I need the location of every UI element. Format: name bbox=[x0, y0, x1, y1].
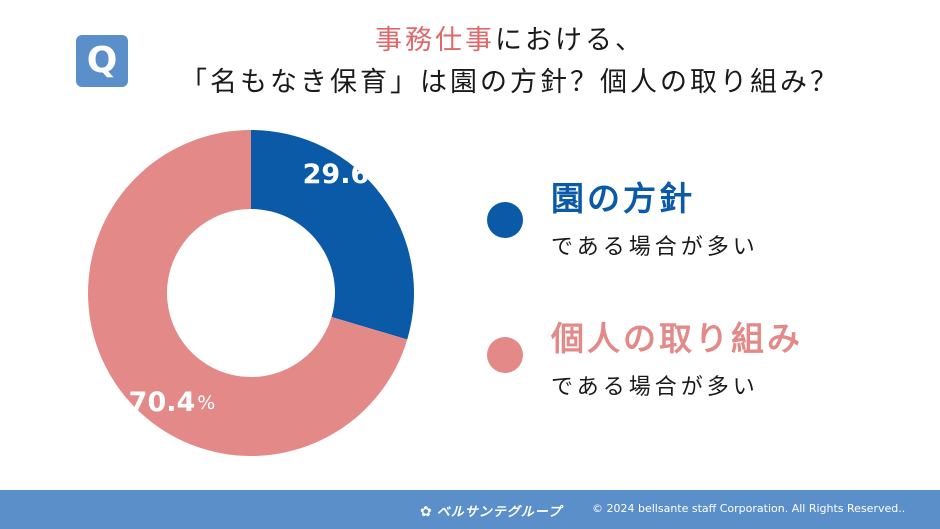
logo-flower-icon: ✿ bbox=[420, 504, 433, 520]
brand-logo: ✿ ベルサンテグループ bbox=[420, 501, 562, 520]
legend-dot-policy bbox=[487, 202, 523, 238]
data-label-value: 29.6 bbox=[303, 159, 370, 190]
badge-letter: Q bbox=[86, 40, 118, 81]
title-accent: 事務仕事 bbox=[375, 25, 495, 56]
data-label-individual: 70.4% bbox=[129, 386, 216, 417]
slice-individual bbox=[87, 130, 408, 456]
question-badge-icon: Q bbox=[76, 35, 128, 87]
legend-dot-individual bbox=[487, 337, 523, 373]
data-label-policy: 29.6% bbox=[303, 159, 390, 190]
data-label-unit: % bbox=[197, 391, 215, 413]
legend-sub-policy: である場合が多い bbox=[551, 235, 759, 260]
data-label-value: 70.4 bbox=[129, 386, 196, 417]
data-label-unit: % bbox=[371, 164, 389, 186]
legend-sub-individual: である場合が多い bbox=[551, 375, 759, 400]
legend-label-policy: 園の方針 bbox=[551, 179, 695, 218]
footer-bar: ✿ ベルサンテグループ © 2024 bellsante staff Corpor… bbox=[0, 490, 940, 529]
logo-text: ベルサンテグループ bbox=[436, 505, 562, 520]
title-line-1: 事務仕事における、 bbox=[150, 20, 870, 62]
title-line-2: 「名もなき保育」は園の方針？個人の取り組み？ bbox=[180, 67, 840, 98]
legend-label-individual: 個人の取り組み bbox=[551, 319, 803, 358]
copyright-text: © 2024 bellsante staff Corporation. All … bbox=[592, 502, 906, 515]
page-title: 事務仕事における、 「名もなき保育」は園の方針？個人の取り組み？ bbox=[150, 20, 870, 104]
title-line-1-rest: における、 bbox=[495, 25, 645, 56]
slice-policy bbox=[251, 130, 414, 340]
